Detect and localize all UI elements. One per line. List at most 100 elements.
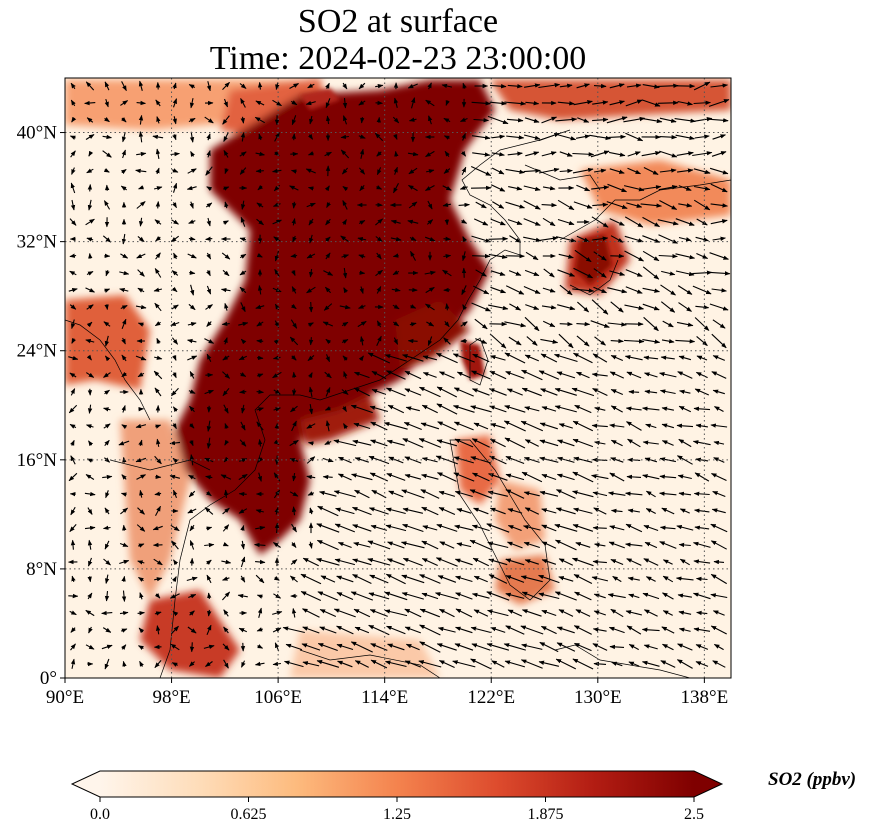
wind-arrow xyxy=(70,439,75,446)
wind-arrow xyxy=(324,406,331,411)
wind-arrow xyxy=(444,320,450,328)
wind-arrow xyxy=(188,389,196,394)
wind-arrow xyxy=(594,168,607,173)
wind-arrow xyxy=(341,389,349,395)
wind-arrow xyxy=(610,508,623,514)
wind-arrow xyxy=(542,320,556,328)
wind-arrow xyxy=(559,284,573,296)
wind-arrow xyxy=(137,269,145,277)
wind-arrow xyxy=(591,474,609,480)
wind-arrow xyxy=(658,185,678,191)
wind-arrow xyxy=(306,423,316,429)
wind-arrow xyxy=(574,404,592,414)
wind-arrow xyxy=(69,253,77,258)
wind-arrow xyxy=(627,457,641,463)
wind-arrow xyxy=(710,203,728,208)
wind-arrow xyxy=(541,116,558,124)
wind-arrow xyxy=(333,490,356,498)
wind-arrow xyxy=(120,507,129,515)
wind-arrow xyxy=(342,186,349,192)
wind-arrow xyxy=(404,370,422,380)
wind-arrow xyxy=(375,218,384,226)
wind-arrow xyxy=(88,252,93,259)
wind-arrow xyxy=(153,370,163,380)
wind-arrow xyxy=(644,389,658,395)
wind-arrow xyxy=(69,423,77,429)
wind-arrow xyxy=(204,338,215,344)
wind-arrow xyxy=(325,252,331,260)
wind-arrow xyxy=(541,151,557,157)
wind-arrow xyxy=(523,134,541,140)
wind-arrow xyxy=(554,388,577,396)
wind-arrow xyxy=(524,439,539,447)
wind-arrow xyxy=(521,387,542,397)
wind-arrow xyxy=(473,422,489,430)
wind-arrow xyxy=(504,352,526,364)
wind-arrow xyxy=(222,269,230,277)
wind-arrow xyxy=(154,268,162,278)
wind-arrow xyxy=(524,507,540,515)
wind-arrow xyxy=(610,235,624,243)
wind-arrow xyxy=(442,202,452,207)
wind-arrow xyxy=(104,117,110,123)
wind-arrow xyxy=(223,337,228,345)
wind-arrow xyxy=(224,302,229,311)
wind-arrow xyxy=(401,489,425,499)
wind-arrow xyxy=(555,236,577,243)
wind-arrow xyxy=(376,286,382,294)
wind-arrow xyxy=(307,133,314,140)
wind-arrow xyxy=(471,302,492,312)
wind-arrow xyxy=(222,115,230,125)
wind-arrow xyxy=(404,388,422,396)
wind-arrow xyxy=(172,423,177,430)
wind-arrow xyxy=(625,523,643,533)
wind-arrow xyxy=(122,524,127,531)
wind-arrow xyxy=(292,371,297,378)
wind-arrow xyxy=(102,134,112,140)
wind-arrow xyxy=(555,507,576,515)
wind-arrow xyxy=(540,236,559,241)
wind-arrow xyxy=(490,286,507,294)
wind-arrow xyxy=(610,354,624,362)
wind-arrow xyxy=(709,118,729,123)
wind-arrow xyxy=(593,507,607,515)
wind-arrow xyxy=(189,524,195,532)
wind-arrow xyxy=(69,372,77,378)
wind-arrow xyxy=(102,150,112,158)
wind-arrow xyxy=(118,440,130,446)
wind-arrow xyxy=(461,251,467,262)
wind-arrow xyxy=(693,81,711,91)
wind-arrow xyxy=(526,336,538,346)
wind-arrow xyxy=(386,439,405,446)
wind-arrow xyxy=(678,491,692,497)
wind-arrow xyxy=(710,183,728,193)
wind-arrow xyxy=(206,526,213,531)
wind-arrow xyxy=(156,337,161,344)
wind-arrow xyxy=(421,404,438,414)
wind-arrow xyxy=(255,509,264,514)
wind-arrow xyxy=(508,186,523,191)
wind-arrow xyxy=(402,507,424,514)
wind-arrow xyxy=(425,236,436,242)
wind-arrow xyxy=(239,286,247,294)
wind-arrow xyxy=(291,115,297,126)
wind-arrow xyxy=(368,507,389,515)
wind-arrow xyxy=(274,506,279,515)
wind-arrow xyxy=(70,388,76,396)
wind-arrow xyxy=(525,151,540,157)
wind-arrow xyxy=(438,371,455,379)
wind-arrow xyxy=(624,355,643,361)
wind-arrow xyxy=(120,185,128,191)
wind-arrow xyxy=(206,321,212,327)
wind-arrow xyxy=(86,168,94,174)
wind-arrow xyxy=(155,99,161,107)
wind-arrow xyxy=(557,439,575,447)
wind-arrow xyxy=(657,100,679,106)
wind-arrow xyxy=(273,184,281,192)
wind-arrow xyxy=(137,372,145,378)
wind-arrow xyxy=(693,100,711,105)
wind-arrow xyxy=(473,507,489,515)
wind-arrow xyxy=(712,355,726,361)
wind-arrow xyxy=(659,134,678,140)
wind-arrow xyxy=(642,235,661,243)
